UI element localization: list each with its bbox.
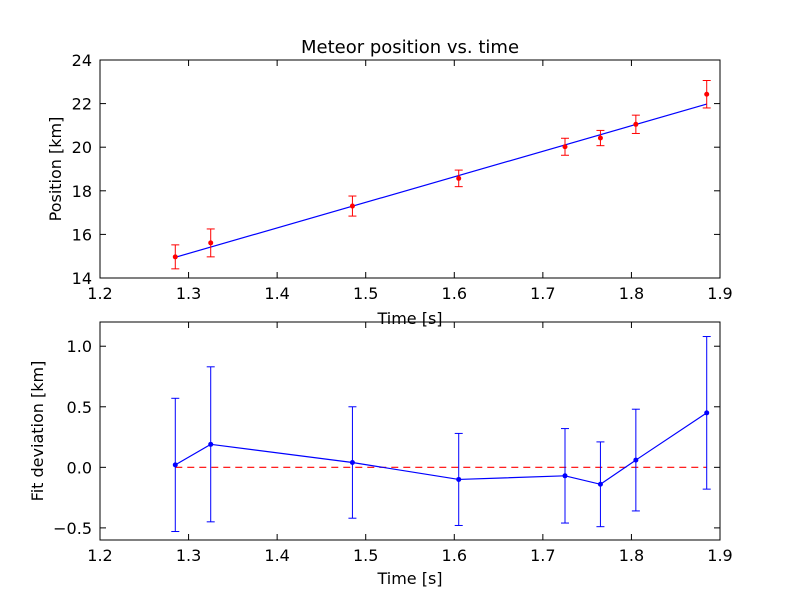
position-x-ticks: 1.2 1.3 1.4 1.5 1.6 1.7 1.8 1.9 <box>87 60 733 303</box>
deviation-plot-area <box>171 336 711 533</box>
deviation-series-line <box>174 412 708 485</box>
x-tick-label: 1.6 <box>442 546 467 565</box>
x-tick-label: 1.8 <box>619 284 644 303</box>
position-chart-title: Meteor position vs. time <box>301 37 519 58</box>
x-tick-label: 1.7 <box>530 546 555 565</box>
x-tick-label: 1.4 <box>264 546 289 565</box>
y-tick-label: 16 <box>72 225 92 244</box>
x-tick-label: 1.3 <box>176 546 201 565</box>
data-point <box>172 254 178 260</box>
data-point <box>456 476 462 482</box>
x-tick-label: 1.5 <box>353 284 378 303</box>
data-point <box>704 91 710 97</box>
y-tick-label: 22 <box>72 95 92 114</box>
x-tick-label: 1.7 <box>530 284 555 303</box>
data-point <box>172 462 178 468</box>
deviation-x-axis-label: Time [s] <box>376 569 442 588</box>
y-tick-label: 0.5 <box>67 398 92 417</box>
x-tick-label: 1.8 <box>619 546 644 565</box>
data-point <box>562 144 568 150</box>
x-tick-label: 1.2 <box>87 284 112 303</box>
y-tick-label: −0.5 <box>53 519 92 538</box>
y-tick-label: 14 <box>72 269 92 288</box>
x-tick-label: 1.6 <box>442 284 467 303</box>
data-point <box>349 459 355 465</box>
y-tick-label: 0.0 <box>67 458 92 477</box>
deviation-y-axis-label: Fit deviation [km] <box>28 361 47 502</box>
data-point <box>349 203 355 209</box>
data-point <box>208 441 214 447</box>
position-y-axis-label: Position [km] <box>46 117 65 222</box>
deviation-axes-frame <box>99 321 721 541</box>
x-tick-label: 1.9 <box>707 546 732 565</box>
fit-line <box>175 103 707 258</box>
data-point <box>633 457 639 463</box>
data-point <box>456 175 462 181</box>
x-tick-label: 1.4 <box>264 284 289 303</box>
position-chart: Meteor position vs. time 1.2 1.3 1.4 1.5 1.6… <box>46 37 733 328</box>
data-point <box>597 135 603 141</box>
data-point <box>208 240 214 246</box>
position-axes-frame <box>99 59 721 279</box>
deviation-chart: 1.2 1.3 1.4 1.5 1.6 1.7 1.8 1.9 −0.5 0.0 0.5 1.0 T… <box>28 321 733 588</box>
position-y-ticks: 14 16 18 20 22 24 <box>72 51 720 288</box>
y-tick-label: 24 <box>72 51 92 70</box>
x-tick-label: 1.9 <box>707 284 732 303</box>
x-tick-label: 1.3 <box>176 284 201 303</box>
deviation-y-ticks: −0.5 0.0 0.5 1.0 <box>53 337 720 538</box>
position-plot-area <box>171 79 711 270</box>
y-tick-label: 1.0 <box>67 337 92 356</box>
position-x-axis-label: Time [s] <box>376 309 442 328</box>
x-tick-label: 1.5 <box>353 546 378 565</box>
data-point <box>597 481 603 487</box>
deviation-x-ticks: 1.2 1.3 1.4 1.5 1.6 1.7 1.8 1.9 <box>87 322 733 565</box>
data-point <box>562 473 568 479</box>
y-tick-label: 18 <box>72 182 92 201</box>
data-point <box>704 410 710 416</box>
y-tick-label: 20 <box>72 138 92 157</box>
x-tick-label: 1.2 <box>87 546 112 565</box>
data-point <box>633 121 639 127</box>
